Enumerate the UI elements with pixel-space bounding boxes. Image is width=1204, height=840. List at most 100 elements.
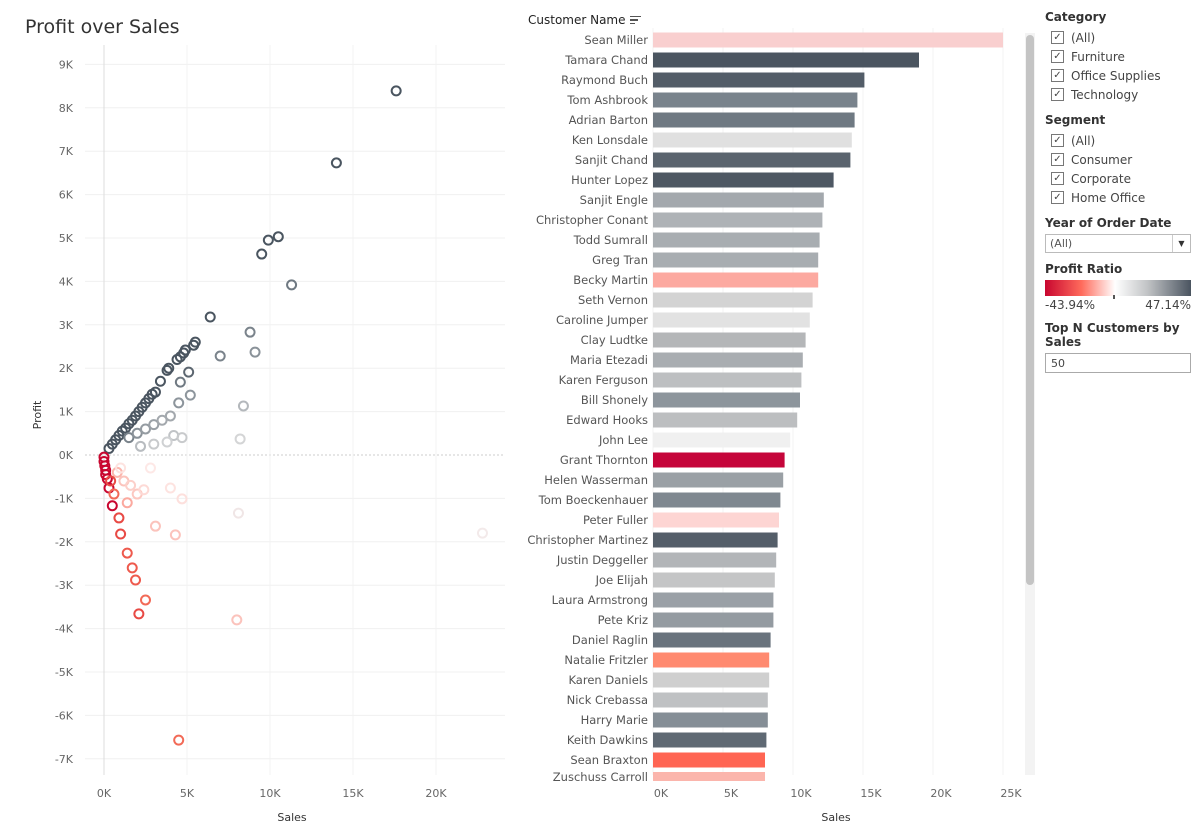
customer-name-label: Sanjit Chand — [575, 153, 648, 167]
scatter-point — [169, 529, 181, 541]
scatter-point — [148, 419, 160, 431]
scatter-title: Profit over Sales — [25, 16, 180, 38]
customer-name-label: Tom Ashbrook — [566, 93, 648, 107]
scatter-point — [149, 386, 161, 398]
x-tick-label: 20K — [930, 787, 952, 800]
scatter-point — [108, 488, 120, 500]
scatter-point — [154, 375, 166, 387]
profit-sales-scatter[interactable]: 9K 8K 7K 6K 5K 4K 3K 2K 1K 0K -1K -2K -3K -4K -5K -6K -7… — [0, 40, 515, 840]
segment-option[interactable]: ✓ Consumer — [1045, 150, 1197, 169]
scatter-point — [105, 475, 117, 487]
category-filter: Category ✓ (All) ✓ Furniture ✓ Office Supplie… — [1045, 10, 1197, 104]
segment-option[interactable]: ✓ Home Office — [1045, 188, 1197, 207]
sales-bar — [653, 752, 765, 768]
sales-bar — [653, 192, 824, 208]
x-tick-label: 15K — [860, 787, 882, 800]
segment-option[interactable]: ✓ (All) — [1045, 131, 1197, 150]
y-tick-label: -6K — [55, 709, 74, 722]
category-option[interactable]: ✓ Furniture — [1045, 47, 1197, 66]
sales-bar — [653, 392, 800, 408]
scatter-point — [135, 440, 147, 452]
x-axis-title: Sales — [277, 811, 307, 824]
category-filter-title: Category — [1045, 10, 1107, 24]
customer-name-label: Peter Fuller — [583, 513, 648, 527]
customer-name-label: Keith Dawkins — [567, 733, 648, 747]
year-dropdown[interactable]: (All) ▼ — [1045, 234, 1191, 253]
segment-filter: Segment ✓ (All) ✓ Consumer ✓ Corporate ✓ Home O… — [1045, 113, 1197, 207]
profit-ratio-legend: Profit Ratio -43.94% 47.14% — [1045, 262, 1197, 312]
scatter-point — [164, 482, 176, 494]
customer-name-label: Christopher Conant — [536, 213, 649, 227]
customer-name-label: Joe Elijah — [595, 573, 648, 587]
scatter-point — [244, 326, 256, 338]
scatter-point — [115, 462, 127, 474]
scatter-point — [121, 547, 133, 559]
customer-name-label: Raymond Buch — [561, 73, 648, 87]
sales-bar — [653, 92, 858, 108]
topn-input[interactable]: 50 — [1045, 353, 1191, 373]
checkbox-icon[interactable]: ✓ — [1051, 50, 1064, 63]
scatter-point — [272, 231, 284, 243]
sales-bar — [653, 412, 798, 428]
y-tick-label: 0K — [59, 449, 74, 462]
sales-bar — [653, 152, 851, 168]
scatter-point — [148, 438, 160, 450]
checkbox-icon[interactable]: ✓ — [1051, 69, 1064, 82]
y-tick-label: 3K — [59, 319, 74, 332]
sales-bar — [653, 172, 834, 188]
scatter-point — [237, 400, 249, 412]
scatter-point — [123, 432, 135, 444]
segment-option[interactable]: ✓ Corporate — [1045, 169, 1197, 188]
scatter-point — [330, 157, 342, 169]
category-option[interactable]: ✓ (All) — [1045, 28, 1197, 47]
sales-bar — [653, 312, 810, 328]
year-dropdown-value: (All) — [1050, 237, 1073, 250]
scatter-point — [173, 734, 185, 746]
y-tick-label: -5K — [55, 666, 74, 679]
customer-name-label: Sean Braxton — [570, 753, 648, 767]
customer-name-label: Todd Sumrall — [573, 233, 648, 247]
scatter-point — [176, 432, 188, 444]
scatter-point — [133, 608, 145, 620]
checkbox-icon[interactable]: ✓ — [1051, 134, 1064, 147]
segment-option-label: Home Office — [1071, 190, 1146, 205]
dropdown-arrow-icon[interactable]: ▼ — [1172, 235, 1190, 252]
scatter-point — [149, 520, 161, 532]
sales-bar — [653, 472, 784, 488]
profit-ratio-min: -43.94% — [1045, 298, 1096, 312]
sales-bar — [653, 492, 781, 508]
checkbox-icon[interactable]: ✓ — [1051, 153, 1064, 166]
topn-parameter: Top N Customers by Sales 50 — [1045, 321, 1197, 373]
scatter-point — [113, 512, 125, 524]
category-option[interactable]: ✓ Office Supplies — [1045, 66, 1197, 85]
category-option[interactable]: ✓ Technology — [1045, 85, 1197, 104]
year-filter: Year of Order Date (All) ▼ — [1045, 216, 1197, 253]
checkbox-icon[interactable]: ✓ — [1051, 31, 1064, 44]
segment-option-label: (All) — [1071, 133, 1096, 148]
customer-name-label: Customer Name — [528, 13, 626, 27]
checkbox-icon[interactable]: ✓ — [1051, 191, 1064, 204]
x-tick-label: 0K — [654, 787, 669, 800]
sales-bar — [653, 52, 919, 68]
sales-bar — [653, 572, 775, 588]
category-option-label: Furniture — [1071, 49, 1125, 64]
sales-bar — [653, 372, 802, 388]
checkbox-icon[interactable]: ✓ — [1051, 88, 1064, 101]
checkbox-icon[interactable]: ✓ — [1051, 172, 1064, 185]
sales-bar — [653, 72, 865, 88]
sort-descending-icon[interactable] — [629, 14, 641, 27]
scatter-point — [179, 344, 191, 356]
y-tick-label: -1K — [55, 492, 74, 505]
profit-ratio-title: Profit Ratio — [1045, 262, 1123, 276]
customer-sales-bar-chart[interactable]: 0K 5K 10K 15K 20K 25K Sales Sean Miller Tamara C… — [500, 28, 1025, 840]
scatter-point — [115, 528, 127, 540]
scrollbar-thumb[interactable] — [1026, 35, 1034, 585]
sales-bar — [653, 252, 819, 268]
sales-bar — [653, 692, 768, 708]
customer-name-header[interactable]: Customer Name — [528, 13, 641, 27]
x-tick-label: 15K — [342, 787, 364, 800]
customer-name-label: Caroline Jumper — [556, 313, 648, 327]
customer-name-label: Greg Tran — [592, 253, 648, 267]
y-tick-label: -7K — [55, 753, 74, 766]
scatter-point — [140, 423, 151, 435]
